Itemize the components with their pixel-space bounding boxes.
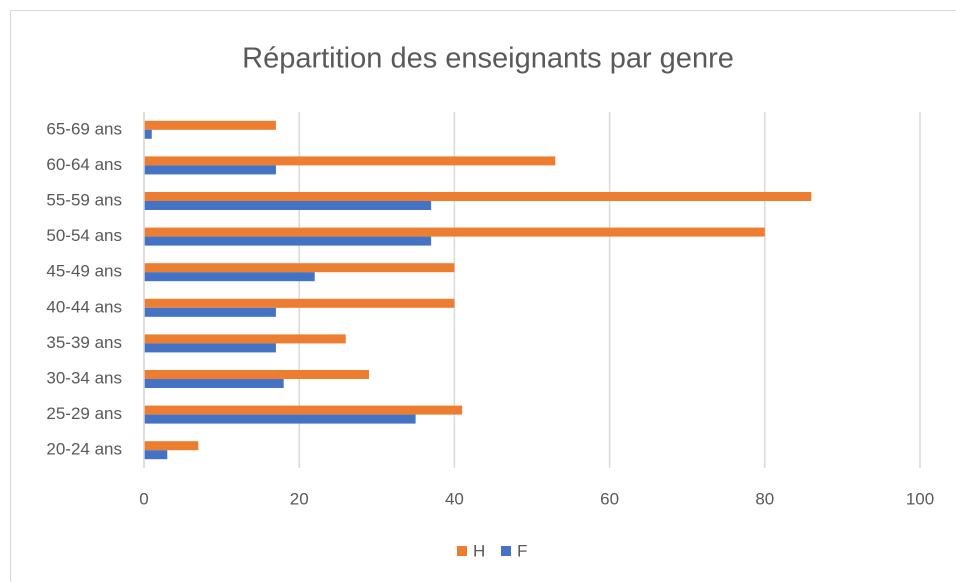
bar (144, 334, 346, 344)
y-tick-label: 55-59 ans (46, 190, 122, 209)
x-tick-label: 0 (139, 489, 148, 508)
bar (144, 298, 455, 308)
bar (144, 272, 315, 282)
y-tick-label: 60-64 ans (46, 155, 122, 174)
bar (144, 441, 199, 451)
x-tick-label: 40 (445, 489, 464, 508)
bar (144, 192, 812, 201)
bar (144, 450, 168, 460)
bar (144, 405, 463, 415)
y-tick-label: 40-44 ans (46, 297, 122, 316)
legend-swatch (457, 546, 467, 556)
bar (144, 263, 455, 273)
bar (144, 343, 276, 353)
x-tick-label: 80 (755, 489, 774, 508)
legend-swatch (501, 546, 511, 556)
bar (144, 414, 416, 424)
y-tick-label: 45-49 ans (46, 262, 122, 281)
bar (144, 165, 276, 175)
y-tick-label: 35-39 ans (46, 333, 122, 352)
bar (144, 156, 556, 166)
y-tick-label: 30-34 ans (46, 368, 122, 387)
bar (144, 236, 432, 246)
x-tick-label: 60 (600, 489, 619, 508)
bar (144, 227, 765, 237)
bar (144, 201, 432, 210)
x-tick-label: 20 (290, 489, 309, 508)
legend-label: F (517, 541, 527, 560)
bar (144, 379, 284, 388)
chart-border (10, 10, 956, 582)
bar (144, 307, 276, 317)
legend-label: H (473, 541, 485, 560)
y-tick-label: 50-54 ans (46, 226, 122, 245)
y-tick-label: 20-24 ans (46, 440, 122, 459)
bar (144, 370, 370, 379)
bar (144, 129, 152, 139)
chart-title: Répartition des enseignants par genre (242, 43, 734, 75)
bar (144, 120, 276, 130)
x-tick-label: 100 (906, 489, 934, 508)
y-tick-label: 65-69 ans (46, 119, 122, 138)
y-tick-label: 25-29 ans (46, 404, 122, 423)
